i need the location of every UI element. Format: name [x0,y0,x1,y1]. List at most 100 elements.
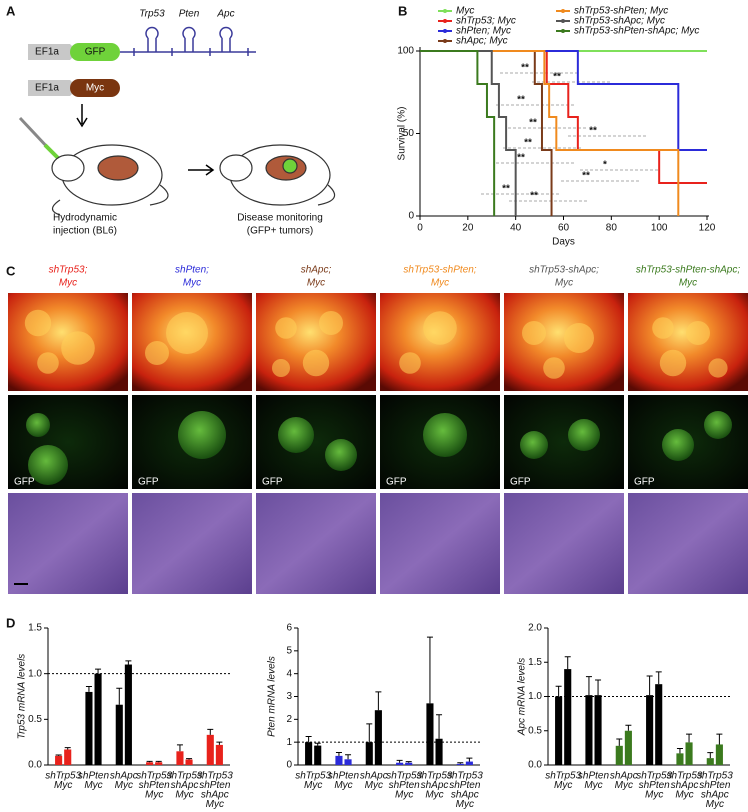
bar [374,710,382,765]
error-bar [314,742,321,746]
x-tick-label: shTrp53 [386,771,422,782]
significance-label: ** [553,72,561,83]
error-bar [216,741,223,745]
y-axis-label: Survival (%) [397,107,408,161]
legend-label: shTrp53-shApc; Myc [574,16,665,27]
channel-label: GFP [138,477,159,488]
y-tick-label: 1.0 [528,691,542,702]
x-tick-label: 80 [606,223,618,234]
legend-label: shTrp53-shPten-shApc; Myc [574,26,699,37]
x-axis-label: Days [552,237,575,248]
x-tick-label: Myc [206,799,224,810]
bar [465,761,473,765]
significance-label: ** [529,118,537,129]
axis [547,628,730,766]
bar [305,742,313,765]
bar [335,755,343,765]
x-tick-label: Myc [425,790,443,801]
x-tick-label: 40 [510,223,522,234]
column-label: shTrp53-shApc; [529,265,599,276]
bar [676,753,684,765]
gfp-image [256,395,376,489]
histology-image [504,493,624,594]
y-tick-label: 1.5 [528,657,542,668]
gfp-signal [278,417,314,453]
channel-label: GFP [634,477,655,488]
mouse-2 [219,144,336,206]
tumor-nodule [37,352,59,374]
y-tick-label: 0.5 [28,714,42,725]
bar [215,744,223,765]
x-tick-label: shTrp53 [636,771,672,782]
x-tick-label: shApc [110,771,138,782]
bar [646,695,654,765]
x-tick-label: shPten [699,780,731,791]
channel-label: GFP [14,477,35,488]
bar [715,744,723,765]
x-tick-label: Myc [706,799,724,810]
step-label: (GFP+ tumors) [247,226,313,237]
y-tick-label: 50 [403,128,415,139]
x-tick-label: shPten [578,771,610,782]
x-tick-label: shPten [328,771,360,782]
survival-curve [420,50,680,216]
reporter-label: GFP [85,47,106,58]
panel-label: A [6,3,16,18]
y-tick-label: 0 [286,760,292,771]
histology-image [380,493,500,594]
panel-a: Trp53 Pten Apc EF1a GFP EF1a Myc [18,9,336,237]
tumor-nodule [522,321,546,345]
error-bar [426,636,433,704]
error-bar [335,751,342,756]
x-tick-label: 0 [417,223,423,234]
y-tick-label: 2.0 [528,623,542,634]
bar [615,745,623,765]
significance-label: ** [582,171,590,182]
error-bar [116,687,123,705]
y-tick-label: 2 [286,714,292,725]
error-bar [146,760,153,763]
bar [456,763,464,765]
legend-swatch [561,9,565,13]
gfp-signal [28,445,68,485]
x-tick-label: 20 [462,223,474,234]
y-tick-label: 0 [408,211,414,222]
bar [706,758,714,765]
axis [419,47,709,217]
gfp-signal [423,413,467,457]
error-bar [686,733,693,743]
gfp-signal [26,413,50,437]
error-bar [646,675,653,696]
bar [685,742,693,765]
error-bar [457,762,464,764]
x-tick-label: shTrp53 [447,771,483,782]
histology-image [132,493,252,594]
tumor-nodule [319,311,343,335]
bar [344,759,352,765]
mouse-1 [18,116,169,216]
x-tick-label: shApc [610,771,638,782]
error-bar [55,754,62,756]
panel-label: C [6,263,16,278]
bar [206,734,214,765]
error-bar [176,744,183,752]
error-bar [396,759,403,763]
x-tick-label: Myc [584,780,602,791]
bar [146,762,154,765]
x-tick-label: Myc [365,780,383,791]
gfp-signal [325,439,357,471]
gene-label: Apc [216,9,234,20]
significance-label: ** [524,138,532,149]
x-tick-label: Myc [554,780,572,791]
legend-label: shTrp53-shPten; Myc [574,6,668,17]
x-tick-label: 100 [651,223,668,234]
tumor-nodule [652,317,674,339]
bar [365,742,373,765]
tumor-nodule [708,358,728,378]
myc-box [70,79,120,97]
x-tick-label: shTrp53 [45,771,81,782]
channel-label: GFP [262,477,283,488]
bar [124,664,132,765]
legend-swatch [443,39,447,43]
arrow [188,164,215,176]
